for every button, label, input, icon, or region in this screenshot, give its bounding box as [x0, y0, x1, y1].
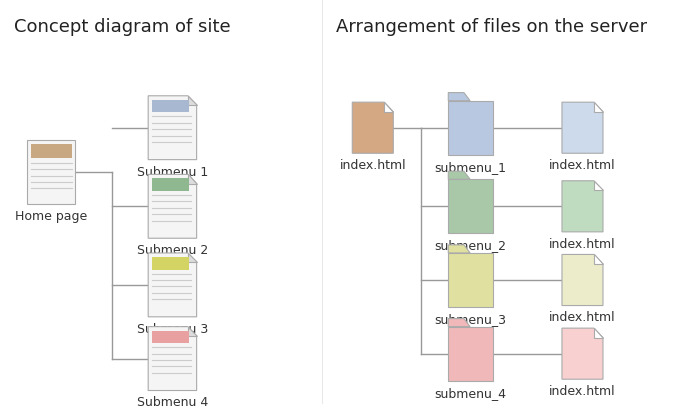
Polygon shape: [562, 328, 603, 379]
FancyBboxPatch shape: [448, 101, 493, 155]
FancyBboxPatch shape: [27, 140, 76, 204]
Text: index.html: index.html: [550, 159, 616, 172]
Polygon shape: [594, 328, 603, 338]
FancyBboxPatch shape: [152, 100, 188, 113]
Polygon shape: [448, 92, 470, 101]
FancyBboxPatch shape: [448, 253, 493, 307]
FancyBboxPatch shape: [152, 330, 188, 343]
Text: index.html: index.html: [550, 238, 616, 251]
Polygon shape: [352, 102, 393, 153]
Text: index.html: index.html: [550, 312, 616, 324]
Polygon shape: [188, 174, 197, 184]
Text: Submenu 3: Submenu 3: [136, 323, 208, 336]
Polygon shape: [594, 254, 603, 264]
Polygon shape: [384, 102, 393, 112]
Polygon shape: [188, 327, 197, 336]
Text: submenu_3: submenu_3: [435, 313, 507, 326]
Polygon shape: [448, 171, 470, 179]
Polygon shape: [448, 319, 470, 327]
Text: Arrangement of files on the server: Arrangement of files on the server: [335, 18, 647, 36]
Text: Submenu 2: Submenu 2: [136, 244, 208, 257]
FancyBboxPatch shape: [152, 178, 188, 191]
Text: index.html: index.html: [340, 159, 406, 172]
Text: submenu_4: submenu_4: [435, 387, 507, 399]
Text: Submenu 4: Submenu 4: [136, 396, 208, 409]
FancyBboxPatch shape: [448, 179, 493, 233]
Polygon shape: [562, 254, 603, 305]
Polygon shape: [188, 96, 197, 105]
FancyBboxPatch shape: [31, 144, 72, 158]
Text: submenu_1: submenu_1: [435, 161, 507, 173]
Polygon shape: [148, 327, 197, 390]
Text: submenu_2: submenu_2: [435, 239, 507, 252]
Text: index.html: index.html: [550, 385, 616, 398]
Polygon shape: [188, 253, 197, 262]
FancyBboxPatch shape: [448, 327, 493, 381]
Text: Submenu 1: Submenu 1: [136, 166, 208, 178]
Polygon shape: [594, 181, 603, 190]
Polygon shape: [148, 96, 197, 159]
Polygon shape: [148, 253, 197, 317]
Polygon shape: [148, 174, 197, 238]
Polygon shape: [594, 102, 603, 112]
Polygon shape: [448, 245, 470, 253]
FancyBboxPatch shape: [152, 257, 188, 270]
Polygon shape: [562, 181, 603, 232]
Text: Concept diagram of site: Concept diagram of site: [14, 18, 230, 36]
Text: Home page: Home page: [15, 210, 88, 223]
Polygon shape: [562, 102, 603, 153]
